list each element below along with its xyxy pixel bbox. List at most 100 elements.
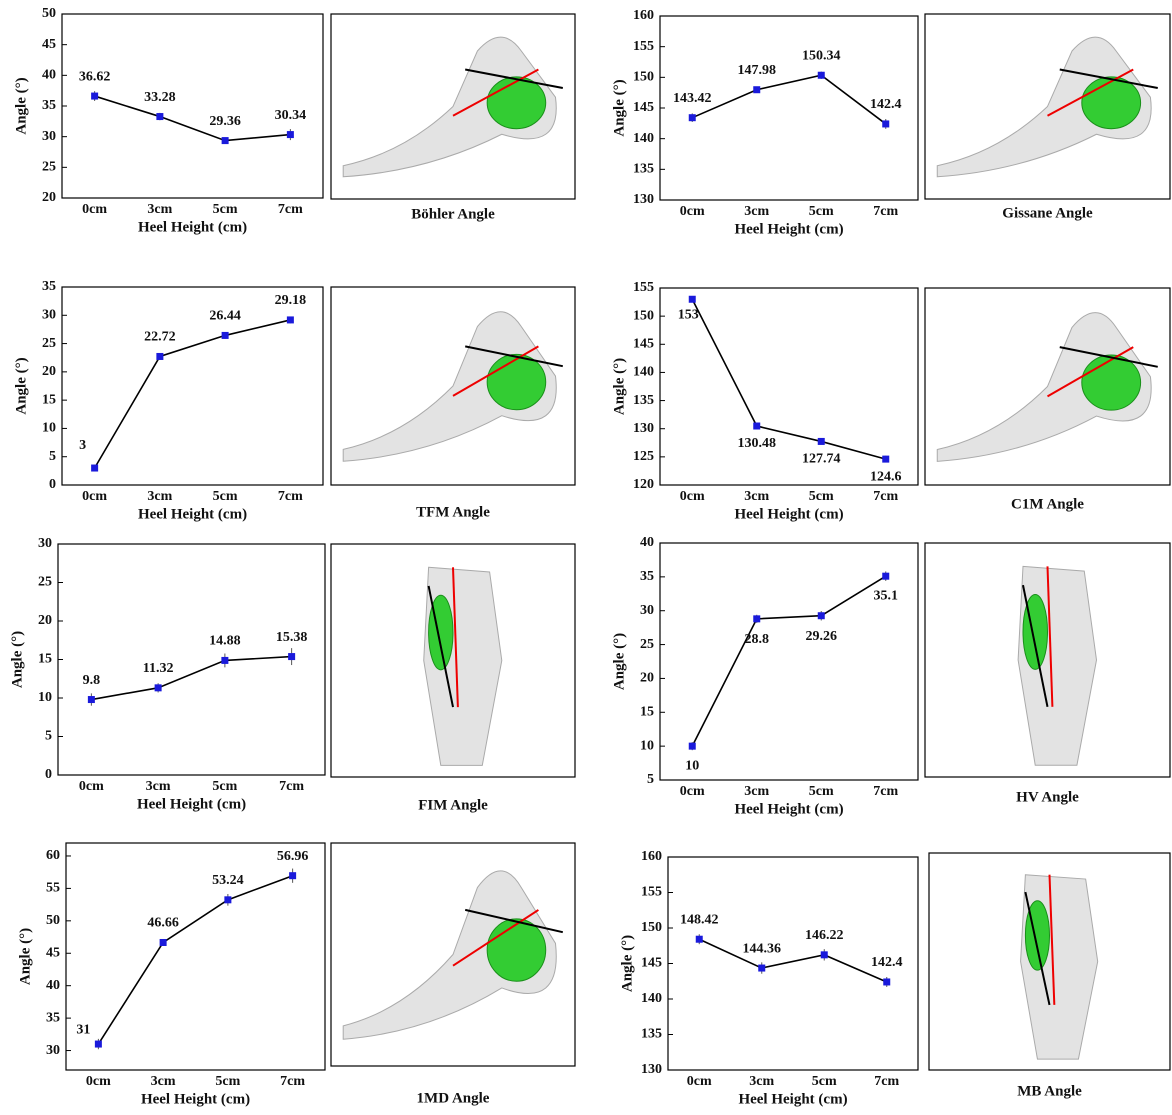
y-tick-label: 30	[38, 536, 52, 551]
x-axis-label: Heel Height (cm)	[138, 219, 247, 235]
y-tick-label: 140	[633, 365, 654, 380]
image-caption: 1MD Angle	[417, 1090, 490, 1106]
x-tick-label: 3cm	[146, 779, 171, 794]
y-tick-label: 145	[633, 337, 654, 352]
y-tick-label: 20	[42, 364, 56, 379]
y-tick-label: 20	[38, 613, 52, 628]
data-label: 29.18	[275, 293, 307, 308]
y-tick-label: 120	[633, 477, 654, 492]
y-tick-label: 10	[640, 738, 654, 753]
x-tick-label: 7cm	[278, 202, 303, 217]
y-tick-label: 10	[42, 421, 56, 436]
data-line	[699, 939, 887, 982]
data-label: 15.38	[276, 630, 308, 645]
data-label: 14.88	[209, 634, 241, 649]
y-tick-label: 40	[640, 535, 654, 550]
x-axis-label: Heel Height (cm)	[138, 506, 247, 522]
data-point	[883, 978, 890, 985]
data-label: 142.4	[870, 97, 902, 112]
x-tick-label: 5cm	[212, 779, 237, 794]
green-bone	[1082, 355, 1141, 410]
y-tick-label: 135	[641, 1027, 662, 1042]
y-tick-label: 15	[42, 392, 56, 407]
x-tick-label: 7cm	[873, 204, 898, 219]
y-tick-label: 60	[46, 848, 60, 863]
data-label: 31	[76, 1022, 90, 1037]
x-tick-label: 0cm	[79, 779, 104, 794]
y-tick-label: 0	[45, 767, 52, 782]
data-line	[91, 657, 291, 700]
data-point	[160, 939, 167, 946]
x-axis-label: Heel Height (cm)	[137, 796, 246, 812]
x-tick-label: 0cm	[680, 489, 705, 504]
green-bone	[487, 919, 546, 981]
plot-frame	[58, 544, 325, 775]
data-point	[818, 612, 825, 619]
data-point	[288, 653, 295, 660]
y-tick-label: 150	[633, 308, 654, 323]
y-tick-label: 135	[633, 393, 654, 408]
data-line	[692, 75, 886, 124]
x-tick-label: 0cm	[680, 204, 705, 219]
data-point	[821, 951, 828, 958]
x-axis-label: Heel Height (cm)	[734, 801, 843, 817]
x-tick-label: 5cm	[809, 204, 834, 219]
data-label: 36.62	[79, 69, 111, 84]
data-point	[696, 936, 703, 943]
x-tick-label: 0cm	[82, 489, 107, 504]
y-tick-label: 15	[640, 705, 654, 720]
data-label: 153	[678, 307, 699, 322]
x-tick-label: 7cm	[873, 489, 898, 504]
data-point	[753, 615, 760, 622]
y-axis-label: Angle (°)	[611, 358, 627, 415]
data-line	[692, 576, 886, 746]
green-bone	[487, 354, 546, 409]
x-tick-label: 5cm	[812, 1074, 837, 1089]
data-label: 33.28	[144, 90, 176, 105]
data-point	[156, 353, 163, 360]
x-tick-label: 3cm	[151, 1074, 176, 1089]
x-tick-label: 5cm	[809, 489, 834, 504]
data-label: 53.24	[212, 873, 244, 888]
y-tick-label: 155	[633, 280, 654, 295]
data-label: 142.4	[871, 955, 903, 970]
x-axis-label: Heel Height (cm)	[734, 221, 843, 237]
x-tick-label: 5cm	[213, 202, 238, 217]
data-point	[287, 316, 294, 323]
y-tick-label: 35	[640, 569, 654, 584]
data-line	[95, 320, 291, 468]
x-tick-label: 0cm	[680, 784, 705, 799]
image-caption: C1M Angle	[1011, 496, 1084, 512]
x-tick-label: 0cm	[82, 202, 107, 217]
y-tick-label: 20	[640, 671, 654, 686]
data-label: 147.98	[738, 63, 777, 78]
data-label: 35.1	[874, 588, 899, 603]
data-label: 124.6	[870, 469, 902, 484]
y-tick-label: 135	[633, 162, 654, 177]
x-tick-label: 7cm	[278, 489, 303, 504]
green-bone	[487, 77, 546, 129]
image-caption: Böhler Angle	[411, 206, 495, 222]
data-point	[758, 965, 765, 972]
y-tick-label: 150	[641, 920, 662, 935]
page: {"chart_data": [ {"type": "line", "capti…	[0, 0, 1172, 1115]
data-label: 148.42	[680, 912, 719, 927]
data-label: 130.48	[738, 436, 777, 451]
x-axis-label: Heel Height (cm)	[141, 1091, 250, 1107]
data-point	[289, 872, 296, 879]
y-tick-label: 40	[46, 978, 60, 993]
y-tick-label: 35	[42, 98, 56, 113]
y-tick-label: 25	[640, 637, 654, 652]
data-label: 26.44	[209, 309, 241, 324]
y-tick-label: 30	[640, 603, 654, 618]
y-axis-label: Angle (°)	[13, 357, 29, 414]
x-tick-label: 5cm	[809, 784, 834, 799]
y-tick-label: 125	[633, 449, 654, 464]
data-point	[222, 137, 229, 144]
y-tick-label: 30	[46, 1043, 60, 1058]
x-tick-label: 0cm	[687, 1074, 712, 1089]
data-label: 29.36	[209, 114, 241, 129]
y-tick-label: 35	[46, 1010, 60, 1025]
data-point	[882, 573, 889, 580]
x-tick-label: 7cm	[279, 779, 304, 794]
